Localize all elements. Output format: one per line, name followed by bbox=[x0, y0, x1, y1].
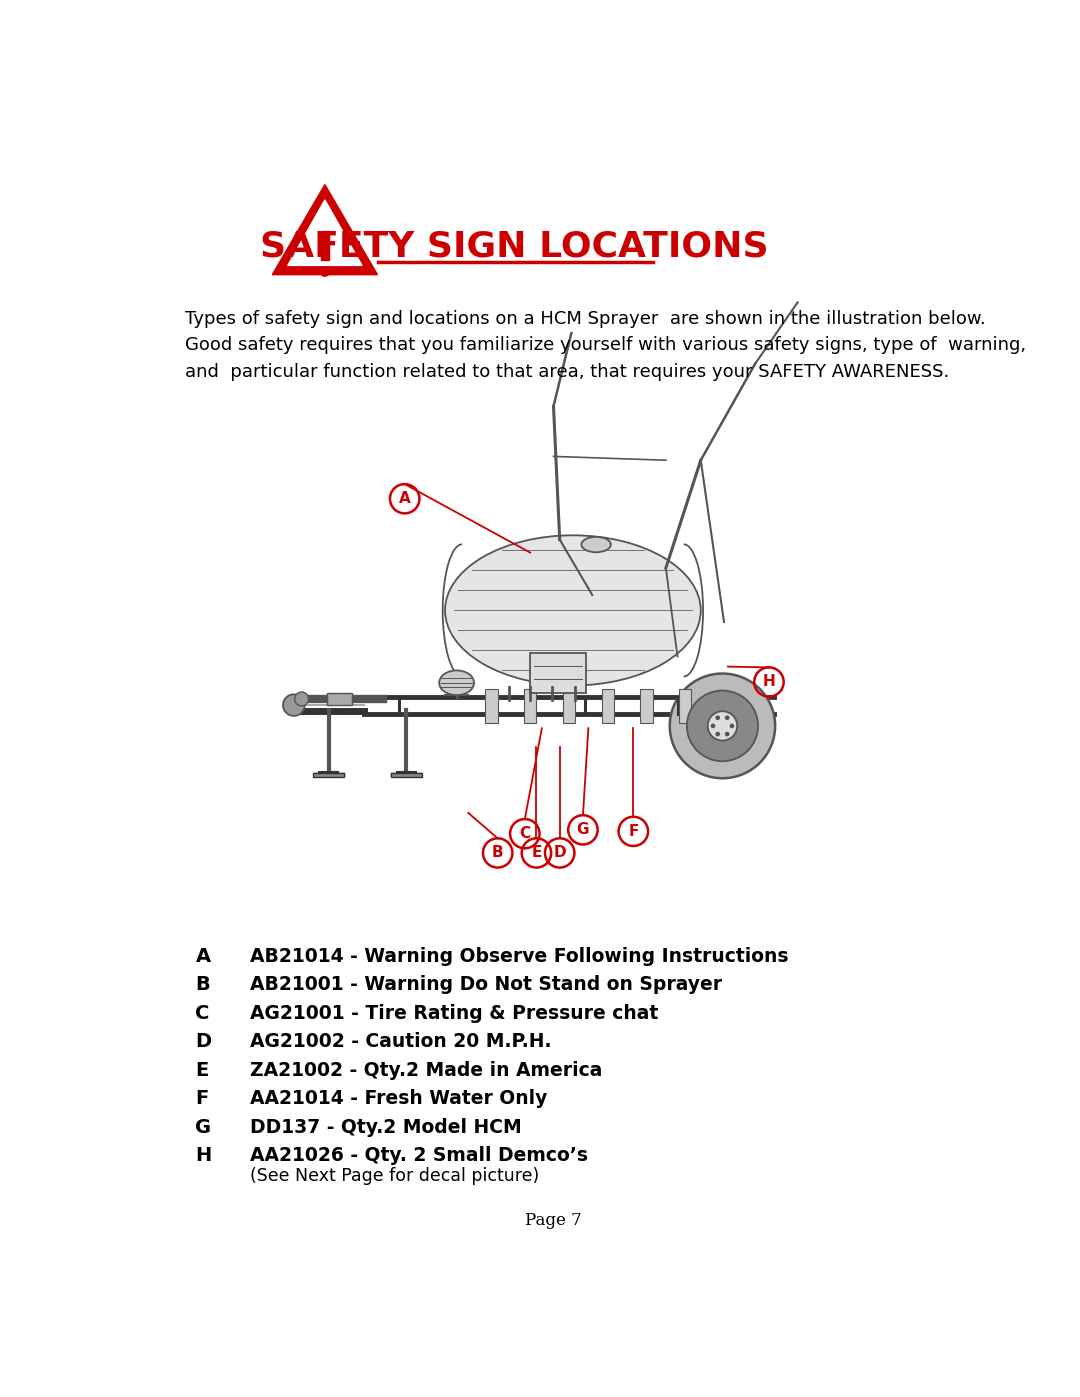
Bar bbox=[563, 689, 576, 722]
Circle shape bbox=[715, 715, 720, 719]
Ellipse shape bbox=[670, 673, 775, 778]
Text: G: G bbox=[577, 823, 590, 837]
Text: B: B bbox=[195, 975, 211, 995]
Text: ZA21002 - Qty.2 Made in America: ZA21002 - Qty.2 Made in America bbox=[249, 1060, 602, 1080]
Text: SAFETY SIGN LOCATIONS: SAFETY SIGN LOCATIONS bbox=[260, 231, 769, 264]
Text: A: A bbox=[399, 492, 410, 506]
Text: B: B bbox=[491, 845, 503, 861]
Text: F: F bbox=[195, 1090, 208, 1108]
Bar bbox=[640, 689, 652, 722]
Ellipse shape bbox=[440, 671, 474, 696]
Text: H: H bbox=[195, 1147, 212, 1165]
Text: (See Next Page for decal picture): (See Next Page for decal picture) bbox=[249, 1166, 539, 1185]
Circle shape bbox=[725, 732, 729, 736]
Text: A: A bbox=[195, 947, 211, 965]
Bar bbox=[679, 689, 691, 722]
Text: Page 7: Page 7 bbox=[525, 1213, 582, 1229]
Circle shape bbox=[295, 692, 309, 705]
Text: AA21026 - Qty. 2 Small Demco’s: AA21026 - Qty. 2 Small Demco’s bbox=[249, 1147, 588, 1165]
Text: C: C bbox=[195, 1004, 210, 1023]
Bar bbox=[327, 693, 352, 705]
Text: D: D bbox=[553, 845, 566, 861]
Circle shape bbox=[730, 724, 734, 728]
Text: Types of safety sign and locations on a HCM Sprayer  are shown in the illustrati: Types of safety sign and locations on a … bbox=[186, 310, 1026, 381]
Circle shape bbox=[283, 694, 305, 715]
Bar bbox=[321, 231, 328, 260]
Circle shape bbox=[725, 715, 729, 719]
Polygon shape bbox=[287, 200, 362, 265]
Text: AG21001 - Tire Rating & Pressure chat: AG21001 - Tire Rating & Pressure chat bbox=[249, 1004, 658, 1023]
Polygon shape bbox=[272, 184, 378, 275]
Circle shape bbox=[711, 724, 715, 728]
Bar bbox=[524, 689, 537, 722]
Text: AB21014 - Warning Observe Following Instructions: AB21014 - Warning Observe Following Inst… bbox=[249, 947, 788, 965]
Bar bbox=[602, 689, 613, 722]
Ellipse shape bbox=[445, 535, 701, 686]
Text: E: E bbox=[195, 1060, 208, 1080]
Text: G: G bbox=[195, 1118, 212, 1137]
Text: F: F bbox=[629, 824, 638, 838]
Bar bbox=[485, 689, 498, 722]
Text: H: H bbox=[762, 675, 775, 690]
Text: AB21001 - Warning Do Not Stand on Sprayer: AB21001 - Warning Do Not Stand on Spraye… bbox=[249, 975, 721, 995]
Circle shape bbox=[707, 711, 738, 740]
Circle shape bbox=[321, 267, 329, 277]
Bar bbox=[530, 652, 586, 693]
Circle shape bbox=[715, 732, 720, 736]
Bar bbox=[391, 773, 422, 778]
Text: AG21002 - Caution 20 M.P.H.: AG21002 - Caution 20 M.P.H. bbox=[249, 1032, 551, 1052]
Bar bbox=[313, 773, 345, 778]
Ellipse shape bbox=[581, 536, 611, 552]
Ellipse shape bbox=[687, 690, 758, 761]
Text: E: E bbox=[531, 845, 542, 861]
Text: DD137 - Qty.2 Model HCM: DD137 - Qty.2 Model HCM bbox=[249, 1118, 522, 1137]
Text: C: C bbox=[519, 826, 530, 841]
Text: AA21014 - Fresh Water Only: AA21014 - Fresh Water Only bbox=[249, 1090, 548, 1108]
Text: D: D bbox=[195, 1032, 212, 1052]
